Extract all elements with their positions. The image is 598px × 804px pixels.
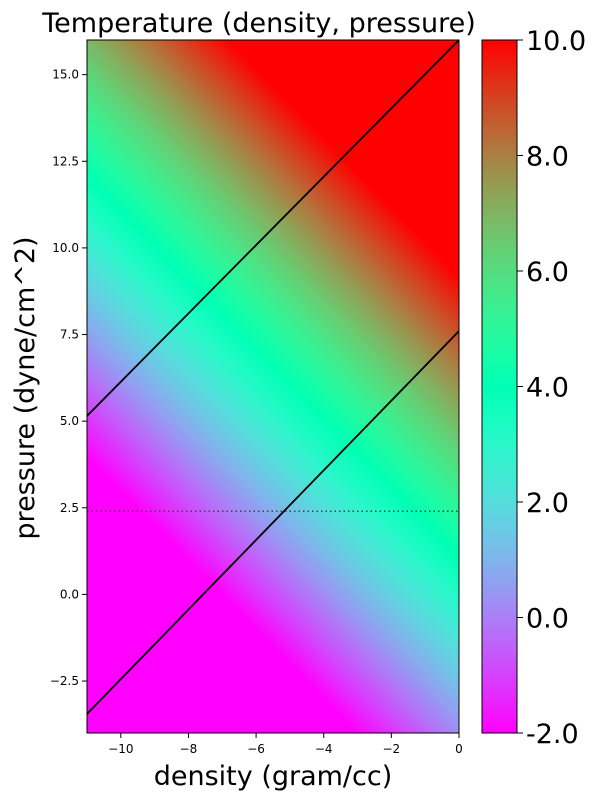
contour-line-1 <box>87 40 459 417</box>
y-tick-label: 12.5 <box>52 154 79 168</box>
x-tick-label: −8 <box>180 742 198 756</box>
colorbar-gradient <box>481 39 518 734</box>
contour-line-2 <box>87 330 459 715</box>
colorbar-tick-label: 0.0 <box>526 604 569 635</box>
heatmap-field <box>87 40 459 733</box>
colorbar-tick-label: 8.0 <box>526 142 569 173</box>
colorbar-tick-label: 2.0 <box>526 488 569 519</box>
colorbar-tick-label: 6.0 <box>526 257 569 288</box>
x-axis: −10 −8 −6 −4 −2 0 <box>108 733 463 756</box>
y-tick-label: 7.5 <box>60 328 79 342</box>
plot-frame <box>86 39 460 734</box>
colorbar-tick-label: 4.0 <box>526 373 569 404</box>
x-tick-label: −2 <box>383 742 401 756</box>
y-tick-label: 10.0 <box>52 241 79 255</box>
colorbar: -2.0 0.0 2.0 4.0 6.0 8.0 10.0 <box>481 26 586 750</box>
colorbar-tick-label: -2.0 <box>526 719 579 750</box>
lines-layer <box>87 40 459 715</box>
y-axis-label: pressure (dyne/cm^2) <box>10 236 41 539</box>
x-tick-label: 0 <box>455 742 463 756</box>
y-tick-label: 5.0 <box>60 414 79 428</box>
x-tick-label: −10 <box>108 742 133 756</box>
x-axis-label: density (gram/cc) <box>154 761 393 792</box>
y-axis: −2.5 0.0 2.5 5.0 7.5 10.0 12.5 15.0 <box>50 68 87 688</box>
y-tick-label: 2.5 <box>60 501 79 515</box>
colorbar-ticks: -2.0 0.0 2.0 4.0 6.0 8.0 10.0 <box>517 26 586 750</box>
x-tick-label: −6 <box>247 742 265 756</box>
colorbar-tick-label: 10.0 <box>526 26 586 57</box>
plot-area <box>87 40 459 733</box>
chart-title: Temperature (density, pressure) <box>41 8 475 39</box>
y-tick-label: −2.5 <box>50 674 79 688</box>
x-tick-label: −4 <box>315 742 333 756</box>
y-tick-label: 0.0 <box>60 587 79 601</box>
y-tick-label: 15.0 <box>52 68 79 82</box>
